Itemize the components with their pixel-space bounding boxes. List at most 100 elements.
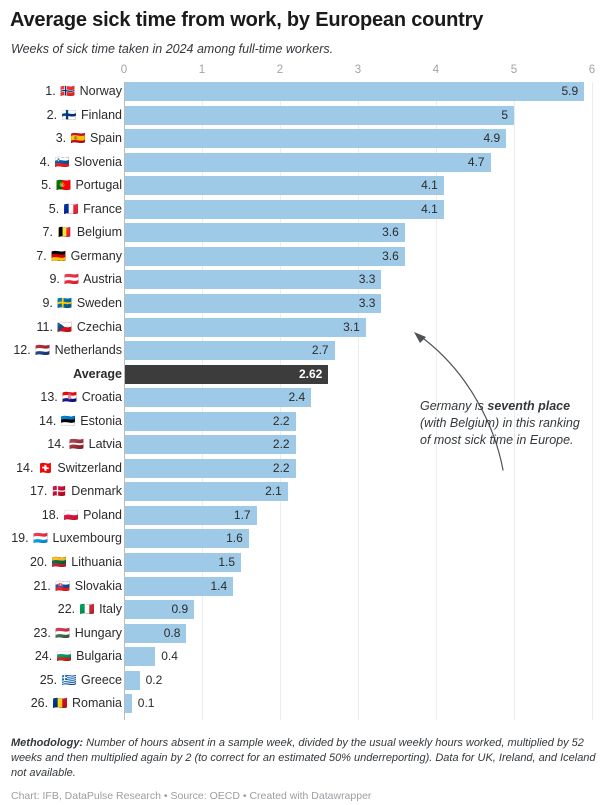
row-rank: 22. [57, 602, 79, 617]
bar-spain[interactable]: 4.9 [124, 129, 507, 149]
row-label-france: 5. 🇫🇷 France [49, 200, 122, 219]
bar-switzerland[interactable]: 2.2 [124, 458, 296, 478]
annotation-bold: seventh place [487, 399, 571, 413]
bar-luxembourg[interactable]: 1.6 [124, 529, 249, 549]
bar-value-label: 3.6 [382, 248, 399, 263]
bar-row[interactable]: 4. 🇸🇮 Slovenia 4.7 [0, 152, 605, 172]
row-country-name: Lithuania [67, 555, 122, 569]
row-country-name: Czechia [73, 319, 122, 334]
row-country-name: Denmark [67, 484, 122, 499]
bar-italy[interactable]: 0.9 [124, 600, 195, 620]
bar-average[interactable]: 2.62 [124, 364, 329, 384]
bar-row[interactable]: 5. 🇫🇷 France 4.1 [0, 199, 605, 219]
bar-romania[interactable]: 0.1 [124, 694, 154, 714]
bar-row[interactable]: 5. 🇵🇹 Portugal 4.1 [0, 176, 605, 196]
flag-icon-slovenia: 🇸🇮 [54, 154, 70, 169]
bar-row[interactable]: 21. 🇸🇰 Slovakia 1.4 [0, 576, 605, 596]
bar-row[interactable]: 24. 🇧🇬 Bulgaria 0.4 [0, 647, 605, 667]
row-country-name: Latvia [85, 437, 122, 452]
row-rank: 26. [30, 696, 52, 711]
bar-row[interactable]: 12. 🇳🇱 Netherlands 2.7 [0, 341, 605, 361]
bar-value-label: 0.4 [161, 649, 178, 664]
annotation-text: Germany is seventh place (with Belgium) … [420, 398, 585, 449]
bar-norway[interactable]: 5.9 [124, 82, 585, 101]
x-tick-label-5: 5 [510, 64, 518, 76]
bar-denmark[interactable]: 2.1 [124, 482, 288, 502]
row-rank: 4. [39, 154, 54, 169]
bar-bulgaria[interactable]: 0.4 [124, 647, 178, 667]
bar-slovakia[interactable]: 1.4 [124, 576, 234, 596]
gridline-6 [592, 82, 593, 720]
flag-icon-netherlands: 🇳🇱 [35, 343, 51, 358]
flag-icon-hungary: 🇭🇺 [55, 625, 71, 640]
bar-row[interactable]: 9. 🇦🇹 Austria 3.3 [0, 270, 605, 290]
row-country-name: Greece [77, 672, 122, 687]
bar-row[interactable]: 17. 🇩🇰 Denmark 2.1 [0, 482, 605, 502]
chart-footer: Methodology: Number of hours absent in a… [11, 736, 596, 803]
bar-row[interactable]: 7. 🇩🇪 Germany 3.6 [0, 246, 605, 266]
row-rank: 2. [46, 107, 61, 122]
methodology-label: Methodology: [11, 737, 84, 749]
bar-croatia[interactable]: 2.4 [124, 388, 312, 408]
flag-icon-france: 🇫🇷 [63, 201, 79, 216]
bar-row[interactable]: 18. 🇵🇱 Poland 1.7 [0, 505, 605, 525]
bar-poland[interactable]: 1.7 [124, 505, 257, 525]
bar-row[interactable]: 20. 🇱🇹 Lithuania 1.5 [0, 553, 605, 572]
flag-icon-portugal: 🇵🇹 [56, 178, 71, 193]
bar-lithuania[interactable]: 1.5 [124, 553, 241, 572]
bar-sweden[interactable]: 3.3 [124, 293, 382, 313]
bar-row[interactable]: 7. 🇧🇪 Belgium 3.6 [0, 223, 605, 243]
row-country-name: Slovakia [71, 578, 122, 593]
bar-greece[interactable]: 0.2 [124, 670, 162, 690]
bar-row[interactable]: 11. 🇨🇿 Czechia 3.1 [0, 317, 605, 337]
flag-icon-estonia: 🇪🇪 [60, 413, 76, 428]
bar-hungary[interactable]: 0.8 [124, 623, 187, 643]
bar-row[interactable]: 23. 🇭🇺 Hungary 0.8 [0, 623, 605, 643]
bar-finland[interactable]: 5 [124, 105, 514, 125]
row-rank: 5. [48, 201, 63, 216]
row-country-name: Bulgaria [72, 649, 122, 664]
bar-netherlands[interactable]: 2.7 [124, 341, 335, 361]
row-country-name: Sweden [73, 295, 122, 310]
bar-row[interactable]: 2. 🇫🇮 Finland 5 [0, 105, 605, 125]
bar-value-label: 4.1 [421, 201, 438, 216]
bar-row[interactable]: 1. 🇳🇴 Norway 5.9 [0, 82, 605, 101]
gridline-5 [514, 82, 515, 720]
bar-row[interactable]: 13. 🇭🇷 Croatia 2.4 [0, 388, 605, 408]
bar-belgium[interactable]: 3.6 [124, 223, 405, 243]
row-rank: 14. [47, 437, 69, 452]
bar-row[interactable]: 3. 🇪🇸 Spain 4.9 [0, 129, 605, 149]
row-label-average: Average [73, 365, 122, 384]
row-country-name: Poland [79, 507, 122, 522]
bar-row[interactable]: Average 2.62 [0, 364, 605, 384]
row-label-romania: 26. 🇷🇴 Romania [31, 694, 122, 713]
bar-czechia[interactable]: 3.1 [124, 317, 366, 337]
bar-france[interactable]: 4.1 [124, 199, 444, 219]
bar-row[interactable]: 14. 🇪🇪 Estonia 2.2 [0, 411, 605, 431]
row-rank: 7. [36, 248, 51, 263]
bar-row[interactable]: 25. 🇬🇷 Greece 0.2 [0, 670, 605, 690]
row-label-switzerland: 14. 🇨🇭 Switzerland [16, 459, 122, 478]
row-label-czechia: 11. 🇨🇿 Czechia [36, 318, 122, 337]
bar-portugal[interactable]: 4.1 [124, 176, 444, 196]
row-rank: 25. [39, 672, 61, 687]
bar-latvia[interactable]: 2.2 [124, 435, 296, 455]
bar-value-label: 2.4 [288, 390, 306, 405]
bar-row[interactable]: 22. 🇮🇹 Italy 0.9 [0, 600, 605, 620]
bar-austria[interactable]: 3.3 [124, 270, 382, 290]
row-label-luxembourg: 19. 🇱🇺 Luxembourg [11, 529, 122, 548]
x-tick-label-3: 3 [354, 64, 362, 76]
row-rank: 18. [41, 507, 63, 522]
bar-row[interactable]: 14. 🇱🇻 Latvia 2.2 [0, 435, 605, 455]
flag-icon-italy: 🇮🇹 [79, 602, 95, 617]
bar-row[interactable]: 14. 🇨🇭 Switzerland 2.2 [0, 458, 605, 478]
bar-row[interactable]: 26. 🇷🇴 Romania 0.1 [0, 694, 605, 714]
bar-row[interactable]: 19. 🇱🇺 Luxembourg 1.6 [0, 529, 605, 549]
row-country-name: Switzerland [53, 460, 122, 475]
plot-area: 0 1 2 3 4 5 6 1. 🇳🇴 Norway 5.9 2. 🇫🇮 Finland 5 3. … [0, 64, 605, 720]
bar-slovenia[interactable]: 4.7 [124, 152, 491, 172]
row-label-slovakia: 21. 🇸🇰 Slovakia [33, 577, 122, 596]
bar-germany[interactable]: 3.6 [124, 246, 405, 266]
bar-estonia[interactable]: 2.2 [124, 411, 296, 431]
bar-row[interactable]: 9. 🇸🇪 Sweden 3.3 [0, 293, 605, 313]
